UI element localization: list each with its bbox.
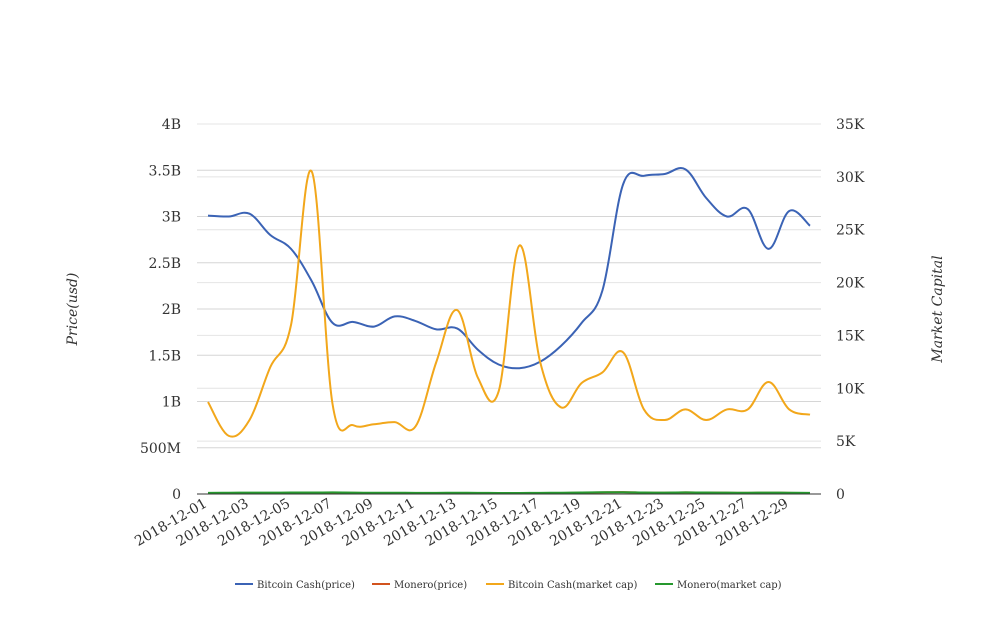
series-line — [207, 169, 811, 438]
legend-label: Bitcoin Cash(market cap) — [508, 580, 637, 591]
left-axis: 0 500M 1B 1.5B 2B 2.5B 3B 3.5B 4B — [140, 117, 181, 503]
y2-axis-title: Market Capital — [930, 255, 946, 363]
left-tick-label: 2B — [162, 302, 181, 318]
grid-layer — [197, 123, 821, 449]
legend: Bitcoin Cash(price) Monero(price) Bitcoin … — [235, 580, 782, 591]
legend-label: Monero(price) — [394, 580, 467, 591]
legend-label: Monero(market cap) — [677, 580, 782, 591]
right-tick-label: 30K — [836, 170, 865, 186]
series-line — [207, 167, 811, 370]
left-tick-label: 2.5B — [148, 256, 181, 272]
left-tick-label: 500M — [140, 441, 181, 457]
series-layer — [207, 167, 811, 495]
right-axis: 0 5K 10K 15K 20K 25K 30K 35K — [836, 117, 865, 503]
left-tick-label: 4B — [162, 117, 181, 133]
y-axis-title: Price(usd) — [65, 273, 81, 347]
left-tick-label: 1.5B — [148, 348, 181, 364]
left-tick-label: 3.5B — [148, 163, 181, 179]
left-tick-label: 1B — [162, 395, 181, 411]
right-tick-label: 0 — [836, 487, 845, 503]
x-axis: 2018-12-012018-12-032018-12-052018-12-07… — [132, 496, 791, 550]
right-tick-label: 25K — [836, 223, 865, 239]
right-tick-label: 10K — [836, 381, 865, 397]
left-tick-label: 3B — [162, 210, 181, 226]
right-tick-label: 5K — [836, 434, 856, 450]
right-tick-label: 15K — [836, 328, 865, 344]
right-tick-label: 35K — [836, 117, 865, 133]
series-line — [207, 491, 811, 494]
right-tick-label: 20K — [836, 276, 865, 292]
legend-label: Bitcoin Cash(price) — [257, 580, 355, 591]
left-tick-label: 0 — [172, 487, 181, 503]
